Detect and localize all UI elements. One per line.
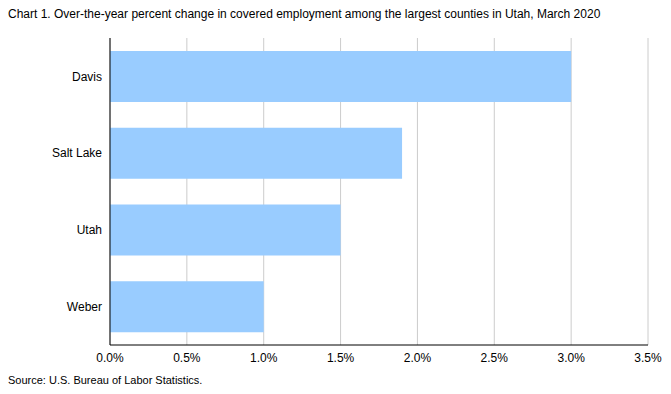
html-text:Chart 1. Over-the-year percent: Chart 1. Over-the-year percent change in…: [8, 7, 601, 21]
svg-text:Utah: Utah: [77, 223, 102, 237]
html-text:Source: U.S. Bureau of Labor S: Source: U.S. Bureau of Labor Statistics.: [8, 374, 203, 386]
svg-text:0.5%: 0.5%: [173, 351, 201, 365]
svg-text:3.0%: 3.0%: [557, 351, 585, 365]
svg-text:3.5%: 3.5%: [634, 351, 662, 365]
svg-text:1.0%: 1.0%: [250, 351, 278, 365]
svg-text:0.0%: 0.0%: [96, 351, 124, 365]
svg-text:Davis: Davis: [72, 70, 102, 84]
svg-text:1.5%: 1.5%: [327, 351, 355, 365]
svg-text:Weber: Weber: [67, 300, 102, 314]
svg-text:Salt Lake: Salt Lake: [52, 146, 102, 160]
svg-text:2.5%: 2.5%: [481, 351, 509, 365]
svg-text:2.0%: 2.0%: [404, 351, 432, 365]
